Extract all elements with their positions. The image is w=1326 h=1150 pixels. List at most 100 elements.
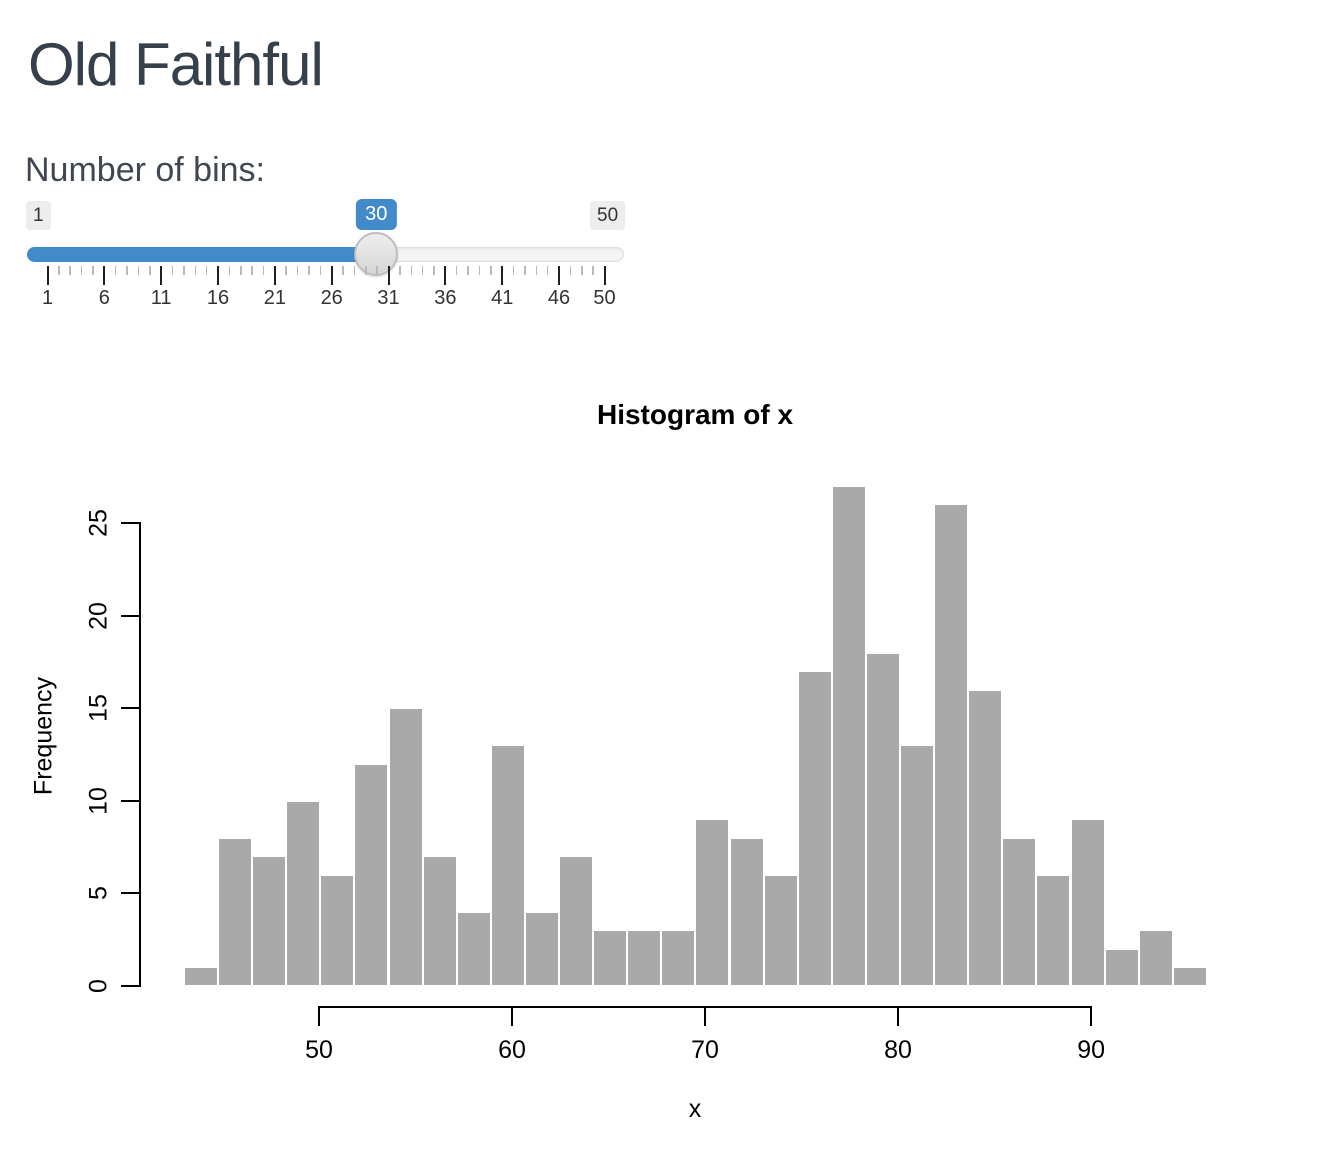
bins-slider-label: Number of bins:	[25, 151, 265, 189]
y-axis-tick	[121, 707, 139, 710]
histogram-bar	[831, 485, 866, 986]
slider-minor-tick	[92, 266, 94, 275]
y-tick-label: 20	[84, 601, 113, 630]
histogram-bar	[388, 708, 423, 986]
slider-minor-tick	[342, 266, 344, 275]
slider-tick-label: 21	[263, 287, 286, 309]
slider-minor-tick	[228, 266, 231, 275]
slider-minor-tick	[524, 266, 526, 275]
slider-tick-label: 1	[41, 287, 54, 309]
histogram-bar	[218, 837, 253, 986]
x-tick-label: 80	[884, 1036, 912, 1064]
slider-minor-tick	[421, 266, 424, 275]
slider-minor-tick	[149, 266, 151, 275]
slider-major-tick	[273, 266, 276, 285]
slider-minor-tick	[114, 266, 117, 275]
slider-minor-tick	[137, 266, 140, 275]
slider-minor-tick	[581, 266, 583, 275]
slider-major-tick	[330, 266, 333, 285]
app-title: Old Faithful	[28, 31, 324, 98]
slider-minor-tick	[455, 266, 458, 275]
histogram-bar	[627, 930, 662, 986]
slider-fill-bar	[27, 247, 377, 262]
slider-major-tick	[444, 266, 447, 285]
slider-major-tick	[160, 266, 163, 285]
slider-minor-tick	[535, 266, 538, 275]
slider-tick-label: 50	[593, 287, 616, 309]
x-tick-label: 60	[498, 1036, 526, 1064]
slider-minor-tick	[319, 266, 322, 275]
slider-major-tick	[217, 266, 220, 285]
y-axis-line	[139, 522, 141, 987]
slider-minor-tick	[262, 266, 265, 275]
histogram-bar	[354, 763, 389, 986]
slider-tick-label: 41	[491, 287, 514, 309]
histogram-bar	[1104, 948, 1139, 986]
slider-tick-label: 36	[434, 287, 457, 309]
slider-major-tick	[46, 266, 49, 285]
slider-minor-tick	[399, 266, 401, 275]
slider-minor-tick	[285, 266, 287, 275]
y-tick-label: 5	[84, 886, 113, 901]
slider-minor-tick	[490, 266, 492, 275]
histogram-bar	[729, 837, 764, 986]
slider-minor-tick	[546, 266, 549, 275]
histogram-bar	[456, 911, 491, 986]
slider-minor-tick	[58, 266, 60, 275]
histogram-bar	[1138, 930, 1173, 986]
histogram-bar	[320, 874, 355, 986]
y-axis-tick	[121, 799, 139, 802]
slider-minor-tick	[240, 266, 242, 275]
x-axis-tick	[1090, 1008, 1093, 1026]
y-tick-label: 10	[84, 786, 113, 815]
histogram-bar	[422, 856, 457, 986]
slider-tick-label: 46	[547, 287, 571, 309]
slider-tick-label: 6	[98, 287, 110, 309]
x-axis-title: x	[688, 1095, 702, 1123]
histogram-bar	[900, 745, 935, 986]
histogram-bar	[559, 856, 594, 986]
slider-minor-tick	[296, 266, 299, 275]
slider-tick-label: 31	[377, 287, 400, 309]
slider-minor-tick	[467, 266, 469, 275]
x-tick-label: 70	[691, 1036, 719, 1064]
slider-minor-tick	[365, 266, 367, 275]
y-axis-title: Frequency	[29, 676, 58, 796]
histogram-bar	[1002, 837, 1037, 986]
x-axis-tick	[318, 1008, 320, 1026]
y-axis-tick	[121, 985, 139, 987]
slider-major-tick	[501, 266, 504, 285]
y-axis-tick	[121, 522, 139, 524]
slider-tick-label: 16	[206, 287, 230, 309]
slider-minor-tick	[353, 266, 356, 275]
y-tick-label: 15	[84, 694, 113, 723]
histogram-bar	[797, 671, 832, 986]
slider-handle[interactable]	[354, 232, 399, 276]
slider-minor-tick	[69, 266, 71, 275]
x-axis-tick	[511, 1008, 514, 1026]
histogram-bar	[1070, 819, 1105, 986]
slider-minor-tick	[171, 266, 174, 275]
slider-major-tick	[558, 266, 561, 285]
slider-major-tick	[103, 266, 106, 285]
histogram-bar	[252, 856, 287, 986]
x-axis-tick	[704, 1008, 707, 1026]
histogram-bar	[695, 819, 730, 986]
histogram-bar	[865, 652, 900, 986]
x-axis-tick	[897, 1008, 900, 1026]
slider-minor-tick	[308, 266, 310, 275]
slider-minor-tick	[205, 266, 208, 275]
slider-minor-tick	[592, 266, 594, 275]
slider-minor-tick	[569, 266, 572, 275]
slider-minor-tick	[194, 266, 197, 275]
y-axis-tick	[121, 892, 139, 895]
histogram-bar	[524, 911, 559, 986]
slider-tick-label: 11	[150, 287, 172, 309]
plot-title: Histogram of x	[596, 399, 794, 430]
histogram-bar	[490, 745, 525, 986]
slider-minor-tick	[410, 266, 413, 275]
slider-major-tick	[387, 266, 390, 285]
histogram-bar	[661, 930, 696, 986]
histogram-bar	[183, 967, 218, 986]
